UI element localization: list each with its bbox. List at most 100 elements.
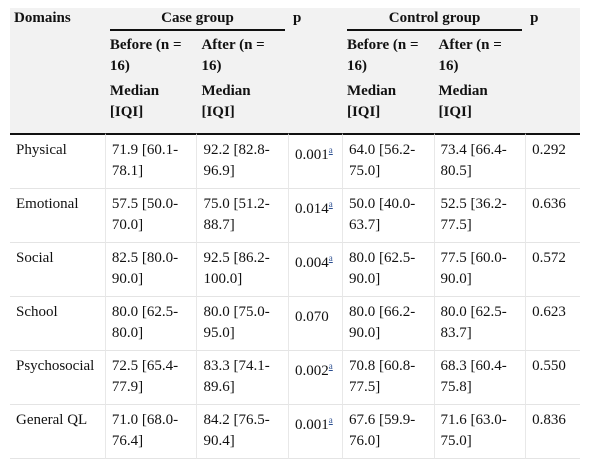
p-case-cell-text: 0.070 [295,309,329,325]
domain-cell: Physical [10,133,106,189]
control-after-cell: 77.5 [60.0-90.0] [434,243,527,297]
case-after-cell: 83.3 [74.1-89.6] [197,351,290,405]
control-after-cell-text: 77.5 [60.0-90.0] [440,250,507,287]
p-control-cell-text: 0.636 [532,196,566,212]
case-after-cell: 92.2 [82.8-96.9] [197,133,290,189]
p-case-cell: 0.070 [289,297,343,351]
p-case-cell: 0.001a [289,405,343,459]
table-row: General QL 71.0 [68.0-76.4] 84.2 [76.5-90.… [10,405,580,459]
p-control-cell: 0.550 [526,351,580,405]
p-case-cell: 0.001a [289,133,343,189]
case-before-cell-text: 57.5 [50.0-70.0] [111,196,179,233]
domain-cell: Social [10,243,106,297]
p-control-cell: 0.572 [526,243,580,297]
table-row: Physical 71.9 [60.1-78.1] 92.2 [82.8-96.9]… [10,133,580,189]
control-before-cell: 50.0 [40.0-63.7] [342,189,435,243]
control-before-cell: 80.0 [62.5-90.0] [342,243,435,297]
footnote-marker[interactable]: a [328,253,333,263]
header-case-before: Before (n = 16) Median [IQI] [105,31,198,133]
p-control-cell-text: 0.550 [532,358,566,374]
header-case-after: After (n = 16) Median [IQI] [197,31,290,133]
p-control-cell-text: 0.572 [532,250,566,266]
p-control-cell: 0.292 [526,133,580,189]
case-before-cell-text: 80.0 [62.5-80.0] [111,304,179,341]
median-iqi-label: Median [IQI] [201,83,251,120]
domain-cell-text: General QL [16,412,88,428]
p-case-cell-text: 0.014 [295,201,329,217]
domain-cell-text: Social [16,250,54,266]
header-case-group: Case group [105,8,290,31]
p-case-cell: 0.004a [289,243,343,297]
case-after-cell: 75.0 [51.2-88.7] [197,189,290,243]
case-after-cell: 84.2 [76.5-90.4] [197,405,290,459]
before-label: Before (n = 16) [109,37,182,74]
p-control-cell-text: 0.623 [532,304,566,320]
header-control-before: Before (n = 16) Median [IQI] [342,31,435,133]
header-blank [10,31,106,133]
control-after-cell: 68.3 [60.4-75.8] [434,351,527,405]
case-before-cell: 82.5 [80.0-90.0] [105,243,198,297]
domain-cell-text: School [16,304,58,320]
p-case-cell: 0.014a [289,189,343,243]
results-table: Domains Case group p Control group p Bef… [10,8,580,459]
control-before-cell-text: 67.6 [59.9-76.0] [348,412,416,449]
header-control-group: Control group [342,8,527,31]
header-control-after: After (n = 16) Median [IQI] [434,31,527,133]
case-before-cell: 57.5 [50.0-70.0] [105,189,198,243]
after-label: After (n = 16) [201,37,265,74]
control-before-cell: 64.0 [56.2-75.0] [342,133,435,189]
p-control-cell: 0.636 [526,189,580,243]
domain-cell: School [10,297,106,351]
control-group-label: Control group [346,8,523,31]
header-domains: Domains [10,8,106,31]
case-before-cell: 72.5 [65.4-77.9] [105,351,198,405]
control-after-cell-text: 68.3 [60.4-75.8] [440,358,507,395]
case-after-cell-text: 84.2 [76.5-90.4] [203,412,270,449]
case-before-cell: 71.0 [68.0-76.4] [105,405,198,459]
domain-cell: Psychosocial [10,351,106,405]
p-control-cell-text: 0.836 [532,412,566,428]
table-row: Social 82.5 [80.0-90.0] 92.5 [86.2-100.0] 0… [10,243,580,297]
control-after-cell: 71.6 [63.0-75.0] [434,405,527,459]
control-after-cell-text: 80.0 [62.5-83.7] [440,304,507,341]
control-before-cell-text: 80.0 [66.2-90.0] [348,304,416,341]
footnote-marker[interactable]: a [328,415,333,425]
footnote-marker[interactable]: a [328,199,333,209]
control-before-cell: 70.8 [60.8-77.5] [342,351,435,405]
median-iqi-label: Median [IQI] [346,83,397,120]
control-after-cell-text: 52.5 [36.2-77.5] [440,196,507,233]
case-group-label: Case group [109,8,286,31]
footnote-marker[interactable]: a [328,145,333,155]
table-row: Emotional 57.5 [50.0-70.0] 75.0 [51.2-88.7… [10,189,580,243]
case-after-cell: 80.0 [75.0-95.0] [197,297,290,351]
case-after-cell-text: 83.3 [74.1-89.6] [203,358,270,395]
control-after-cell: 80.0 [62.5-83.7] [434,297,527,351]
case-after-cell-text: 92.2 [82.8-96.9] [203,142,270,179]
control-after-cell: 73.4 [66.4-80.5] [434,133,527,189]
control-after-cell-text: 73.4 [66.4-80.5] [440,142,507,179]
p-case-cell-text: 0.001 [295,417,329,433]
after-label: After (n = 16) [438,37,502,74]
domain-cell: Emotional [10,189,106,243]
domain-cell-text: Emotional [16,196,79,212]
header-blank [526,31,580,133]
control-before-cell: 80.0 [66.2-90.0] [342,297,435,351]
case-after-cell-text: 92.5 [86.2-100.0] [203,250,270,287]
control-before-cell: 67.6 [59.9-76.0] [342,405,435,459]
control-before-cell-text: 80.0 [62.5-90.0] [348,250,416,287]
control-before-cell-text: 70.8 [60.8-77.5] [348,358,416,395]
case-before-cell: 71.9 [60.1-78.1] [105,133,198,189]
median-iqi-label: Median [IQI] [438,83,488,120]
header-p-case: p [289,8,343,31]
p-control-cell: 0.623 [526,297,580,351]
p-control-cell: 0.836 [526,405,580,459]
header-p-control: p [526,8,580,31]
case-before-cell-text: 72.5 [65.4-77.9] [111,358,179,395]
header-blank [289,31,343,133]
median-iqi-label: Median [IQI] [109,83,160,120]
footnote-marker[interactable]: a [328,361,333,371]
table-row: Psychosocial 72.5 [65.4-77.9] 83.3 [74.1-8… [10,351,580,405]
p-case-cell-text: 0.004 [295,255,329,271]
case-after-cell: 92.5 [86.2-100.0] [197,243,290,297]
case-before-cell-text: 71.0 [68.0-76.4] [111,412,179,449]
